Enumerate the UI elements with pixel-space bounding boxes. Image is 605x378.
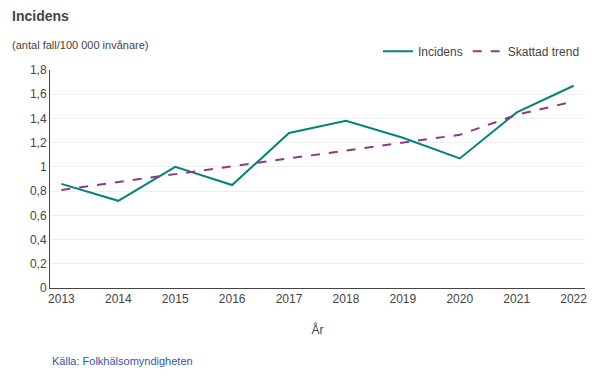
svg-text:1,4: 1,4 <box>30 112 47 126</box>
svg-text:2015: 2015 <box>162 292 189 306</box>
svg-text:Källa: Folkhälsomyndigheten: Källa: Folkhälsomyndigheten <box>52 355 193 367</box>
svg-text:2018: 2018 <box>333 292 360 306</box>
svg-text:0,4: 0,4 <box>30 233 47 247</box>
svg-text:2017: 2017 <box>276 292 303 306</box>
svg-text:År: År <box>312 322 324 337</box>
svg-text:2021: 2021 <box>503 292 530 306</box>
svg-text:Incidens: Incidens <box>12 8 69 24</box>
svg-text:0: 0 <box>40 281 47 295</box>
svg-text:2019: 2019 <box>390 292 417 306</box>
svg-text:Skattad trend: Skattad trend <box>508 45 579 59</box>
svg-text:1,6: 1,6 <box>30 87 47 101</box>
svg-text:0,2: 0,2 <box>30 257 47 271</box>
svg-text:2020: 2020 <box>446 292 473 306</box>
svg-text:2014: 2014 <box>105 292 132 306</box>
svg-text:0,6: 0,6 <box>30 209 47 223</box>
svg-text:1,8: 1,8 <box>30 63 47 77</box>
svg-text:2013: 2013 <box>48 292 75 306</box>
svg-text:0,8: 0,8 <box>30 184 47 198</box>
svg-text:Incidens: Incidens <box>418 45 463 59</box>
svg-text:1: 1 <box>40 160 47 174</box>
svg-text:2022: 2022 <box>560 292 587 306</box>
svg-text:1,2: 1,2 <box>30 136 47 150</box>
svg-text:(antal fall/100 000 invånare): (antal fall/100 000 invånare) <box>12 39 148 51</box>
svg-text:2016: 2016 <box>219 292 246 306</box>
